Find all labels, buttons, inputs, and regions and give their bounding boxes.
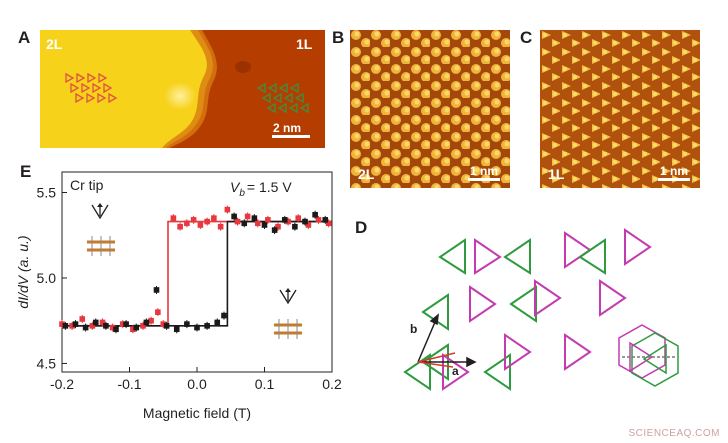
watermark: SCIENCEAQ.COM xyxy=(628,428,720,439)
panel-letter-d: D xyxy=(355,218,368,237)
data-point-black xyxy=(72,321,79,327)
data-point-red xyxy=(285,218,291,225)
x-tick-label: 0.1 xyxy=(255,376,275,392)
data-point-black xyxy=(113,326,119,333)
panel-letter-a: A xyxy=(18,28,31,47)
y-axis-label: dI/dV (a. u.) xyxy=(15,235,31,308)
hysteresis-chart: -0.2 -0.1 0.0 0.1 0.2 4.5 5.0 5.5 Cr tip Vb = 1.… xyxy=(15,171,342,421)
data-point-red xyxy=(130,326,136,333)
y-tick-label: 4.5 xyxy=(37,355,57,371)
scale-bar xyxy=(272,135,310,138)
data-point-black xyxy=(312,211,318,218)
data-point-black xyxy=(204,323,210,329)
stm-image-a: 2L 1L 2 nm xyxy=(40,30,325,148)
data-point-red xyxy=(295,215,302,221)
scale-label: 2 nm xyxy=(273,121,302,135)
data-point-black xyxy=(143,319,150,326)
data-point-red xyxy=(155,309,161,315)
scale-bar xyxy=(468,178,500,181)
data-point-red xyxy=(325,220,332,227)
scale-label: 1 nm xyxy=(470,164,499,178)
data-point-red xyxy=(79,316,86,322)
data-point-black xyxy=(103,323,109,329)
fit-line-black xyxy=(62,220,332,327)
data-point-black xyxy=(292,223,298,230)
data-point-black xyxy=(281,217,288,223)
panel-letter-e: E xyxy=(20,162,32,181)
data-point-red xyxy=(254,220,261,227)
data-point-red xyxy=(315,217,322,223)
plot-frame xyxy=(61,171,333,373)
data-point-black xyxy=(184,321,190,327)
data-point-black xyxy=(251,215,258,221)
y-tick-label: 5.0 xyxy=(37,270,57,286)
label-1l: 1L xyxy=(296,36,313,52)
data-point-red xyxy=(177,223,183,230)
chart-bias-label: Vb = 1.5 V xyxy=(230,179,292,199)
data-point-black xyxy=(231,213,237,220)
data-point-red xyxy=(148,317,154,324)
panel-letter-b: B xyxy=(332,28,345,47)
data-point-black xyxy=(163,323,170,329)
data-point-red xyxy=(184,220,190,227)
lattice-diagram-d: a b xyxy=(360,215,720,430)
data-point-black xyxy=(214,319,221,326)
data-point-black xyxy=(92,319,99,326)
data-point-black xyxy=(271,227,278,233)
x-tick-label: 0.2 xyxy=(322,376,342,392)
data-point-black xyxy=(133,324,140,331)
data-point-red xyxy=(140,323,146,329)
data-point-black xyxy=(322,217,329,223)
x-tick-label: -0.1 xyxy=(117,376,141,392)
data-point-red xyxy=(217,223,224,230)
data-point-red xyxy=(170,215,177,221)
scale-bar xyxy=(658,178,690,181)
data-point-black xyxy=(153,287,160,293)
data-point-black xyxy=(123,321,129,327)
label-2l: 2L xyxy=(46,36,63,52)
stm-image-b: 2L 1 nm xyxy=(350,30,510,188)
data-point-red xyxy=(275,223,281,230)
fit-line-red xyxy=(62,220,332,327)
data-point-red xyxy=(89,323,96,329)
data-point-red xyxy=(99,319,106,326)
data-point-red xyxy=(109,324,116,331)
data-point-black xyxy=(221,312,227,319)
data-point-red xyxy=(59,321,65,327)
data-point-black xyxy=(62,323,69,329)
spin-schematic-up xyxy=(87,203,115,256)
data-point-red xyxy=(305,222,312,228)
data-point-black xyxy=(302,218,308,225)
data-point-red xyxy=(69,323,75,329)
vector-a-label: a xyxy=(452,364,459,378)
label-2l: 2L xyxy=(358,166,375,182)
x-tick-label: -0.2 xyxy=(50,376,74,392)
y-tick-label: 5.5 xyxy=(37,185,57,201)
data-point-red xyxy=(234,218,241,225)
panel-letter-c: C xyxy=(520,28,533,47)
data-point-black xyxy=(173,326,180,333)
data-point-red xyxy=(265,217,271,223)
data-point-red xyxy=(119,321,126,327)
data-point-red xyxy=(224,206,231,213)
spin-schematic-down xyxy=(274,288,302,339)
data-point-black xyxy=(261,222,268,228)
x-axis-label: Magnetic field (T) xyxy=(143,405,251,421)
label-1l: 1L xyxy=(548,166,565,182)
vector-b-label: b xyxy=(410,322,417,336)
data-point-red xyxy=(204,218,210,225)
data-point-red xyxy=(160,321,167,327)
data-point-black xyxy=(82,324,89,331)
stm-image-c: 1L 1 nm xyxy=(540,30,700,188)
chart-tip-label: Cr tip xyxy=(70,177,104,193)
data-point-red xyxy=(211,215,217,221)
data-point-red xyxy=(197,222,204,228)
data-point-red xyxy=(244,213,251,220)
scale-label: 1 nm xyxy=(660,164,689,178)
data-point-red xyxy=(190,217,197,223)
x-tick-label: 0.0 xyxy=(187,376,207,392)
data-point-black xyxy=(241,220,248,227)
data-point-black xyxy=(194,324,200,331)
